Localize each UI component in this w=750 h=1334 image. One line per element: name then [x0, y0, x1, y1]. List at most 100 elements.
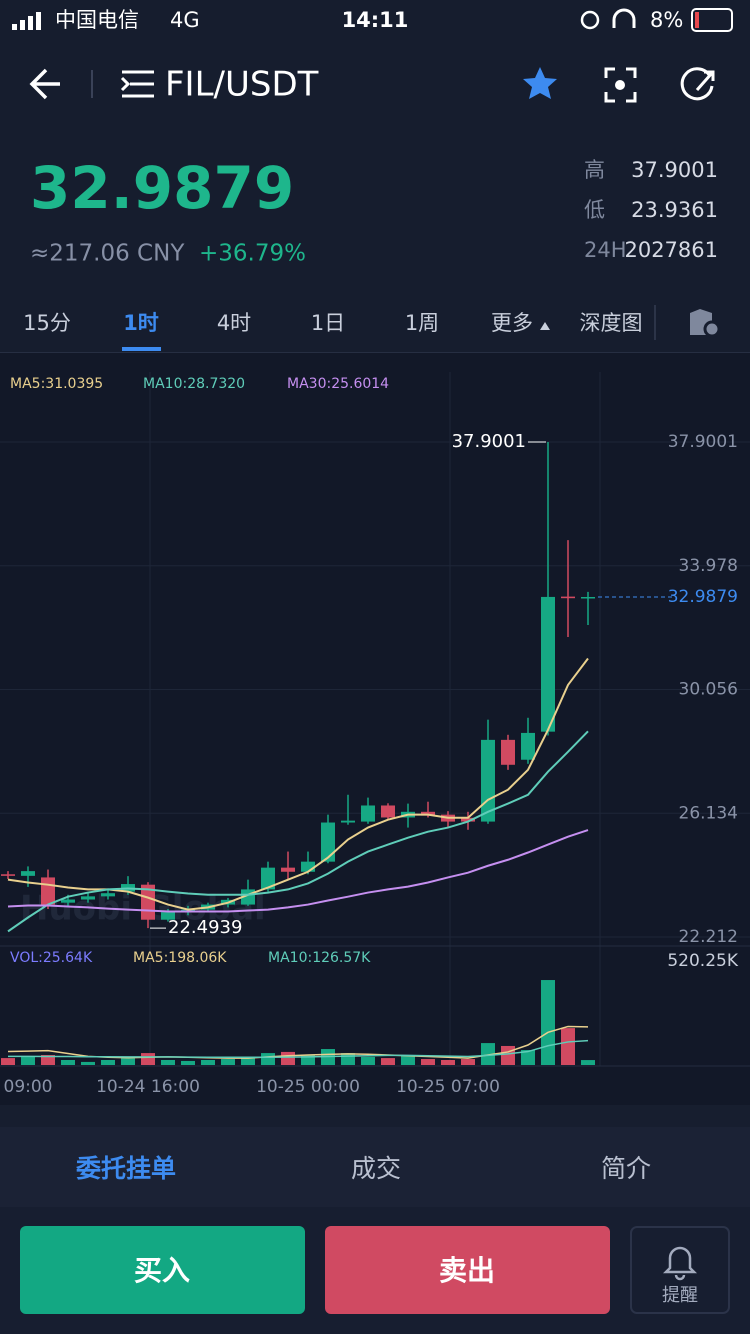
- back-button[interactable]: [29, 68, 60, 100]
- volume-bar: [461, 1059, 475, 1065]
- interval-tab[interactable]: 深度图: [580, 311, 643, 335]
- lock-icon: [580, 10, 600, 30]
- high-label: 37.9001: [452, 431, 526, 452]
- x-tick-label: 09:00: [4, 1077, 53, 1097]
- volume-bar: [241, 1056, 255, 1065]
- candle-body: [261, 867, 275, 890]
- order-tab[interactable]: 委托挂单: [75, 1154, 176, 1183]
- candle-body: [461, 817, 475, 822]
- volume-bar: [261, 1053, 275, 1065]
- interval-tab[interactable]: 15分: [23, 311, 71, 335]
- y-tick-label: 33.978: [679, 556, 738, 576]
- bell-icon: [662, 1246, 698, 1281]
- candle-body: [581, 596, 595, 599]
- volume-bar: [41, 1055, 55, 1065]
- battery-text: 8%: [650, 8, 683, 32]
- volume-bar: [561, 1028, 575, 1065]
- volume-bar: [441, 1060, 455, 1065]
- signal-icon: [12, 12, 41, 30]
- candle-body: [161, 912, 175, 920]
- stat-label: 低: [584, 198, 605, 222]
- candle-body: [321, 822, 335, 862]
- interval-tab[interactable]: 4时: [217, 311, 251, 335]
- menu-icon[interactable]: [120, 70, 154, 98]
- share-icon[interactable]: [680, 67, 715, 101]
- stat-value: 2027861: [624, 238, 718, 262]
- volume-bar: [341, 1053, 355, 1065]
- interval-tabs: 15分 1时 4时 1日 1周 更多 深度图: [23, 311, 642, 335]
- candle-body: [101, 893, 115, 897]
- volume-bar: [381, 1058, 395, 1065]
- volume-bar: [361, 1056, 375, 1065]
- last-price: 32.9879: [30, 154, 294, 222]
- volume-bar: [541, 980, 555, 1065]
- volume-bar: [221, 1059, 235, 1065]
- cny-price: ≈217.06 CNY: [30, 241, 185, 267]
- interval-tab[interactable]: 1时: [123, 311, 159, 335]
- y-tick-label: 30.056: [679, 680, 738, 700]
- header-bg: [0, 0, 750, 353]
- x-tick-label: 10-25 07:00: [396, 1077, 500, 1097]
- time: 14:11: [342, 8, 409, 32]
- ma-line: [7, 829, 589, 913]
- candle-body: [341, 820, 355, 823]
- headphone-icon: [612, 8, 636, 28]
- last-price-label: 32.9879: [668, 587, 738, 607]
- candle-body: [561, 596, 575, 599]
- settings-gear: [703, 320, 721, 338]
- alert-label: 提醒: [662, 1285, 698, 1306]
- sell-button[interactable]: [325, 1226, 610, 1314]
- volume-bar: [501, 1045, 515, 1065]
- stat-label: 24H: [584, 238, 627, 262]
- order-tab[interactable]: 简介: [601, 1154, 651, 1183]
- y-tick-label: 37.9001: [668, 432, 738, 452]
- vol-ma-line: [8, 1039, 589, 1059]
- volume-bar: [101, 1060, 115, 1065]
- volume-bar: [481, 1043, 495, 1065]
- order-tab[interactable]: 成交: [351, 1154, 401, 1183]
- candle-body: [281, 867, 295, 872]
- kline-chart: Huobi Global37.900133.97830.05626.13422.…: [0, 372, 750, 1097]
- candle-body: [81, 896, 95, 900]
- volume-bar: [21, 1056, 35, 1065]
- interval-tab[interactable]: 更多: [491, 311, 533, 335]
- interval-tab[interactable]: 1周: [405, 311, 439, 335]
- favorite-star[interactable]: [523, 67, 557, 99]
- vol-tick-label: 520.25K: [667, 951, 738, 971]
- candle-body: [501, 739, 515, 765]
- sell-label: 卖出: [439, 1254, 495, 1287]
- volume-bar: [161, 1060, 175, 1065]
- stat-label: 高: [584, 158, 605, 182]
- buy-label: 买入: [134, 1254, 190, 1287]
- volume-bar: [521, 1050, 535, 1065]
- volume-bar: [61, 1060, 75, 1065]
- candle-body: [541, 596, 555, 732]
- volume-bar: [401, 1055, 415, 1065]
- candle-body: [301, 861, 315, 872]
- order-tabs-bg: [0, 1127, 750, 1207]
- x-tick-label: 10-25 00:00: [256, 1077, 360, 1097]
- candle-body: [521, 732, 535, 760]
- volume-bar: [121, 1058, 135, 1065]
- stat-value: 37.9001: [631, 158, 718, 182]
- stat-value: 23.9361: [631, 198, 718, 222]
- chart-bg: [0, 353, 750, 1105]
- screenshot-icon[interactable]: [604, 67, 637, 103]
- buy-button[interactable]: [20, 1226, 305, 1314]
- order-tabs: 委托挂单 成交 简介: [75, 1154, 651, 1183]
- carrier: 中国电信: [55, 8, 139, 32]
- volume-bar: [1, 1058, 15, 1065]
- volume-bar: [421, 1059, 435, 1065]
- vol-title: VOL:25.64K: [10, 950, 93, 966]
- candle-body: [481, 739, 495, 822]
- y-tick-label: 22.212: [679, 927, 738, 947]
- candle-body: [1, 874, 15, 876]
- interval-tab[interactable]: 1日: [311, 311, 345, 335]
- more-caret: [540, 322, 550, 330]
- volume-bar: [81, 1061, 95, 1065]
- battery-level: [695, 12, 699, 28]
- alert-button[interactable]: [630, 1226, 730, 1314]
- legend-entry: MA30:25.6014: [287, 376, 389, 392]
